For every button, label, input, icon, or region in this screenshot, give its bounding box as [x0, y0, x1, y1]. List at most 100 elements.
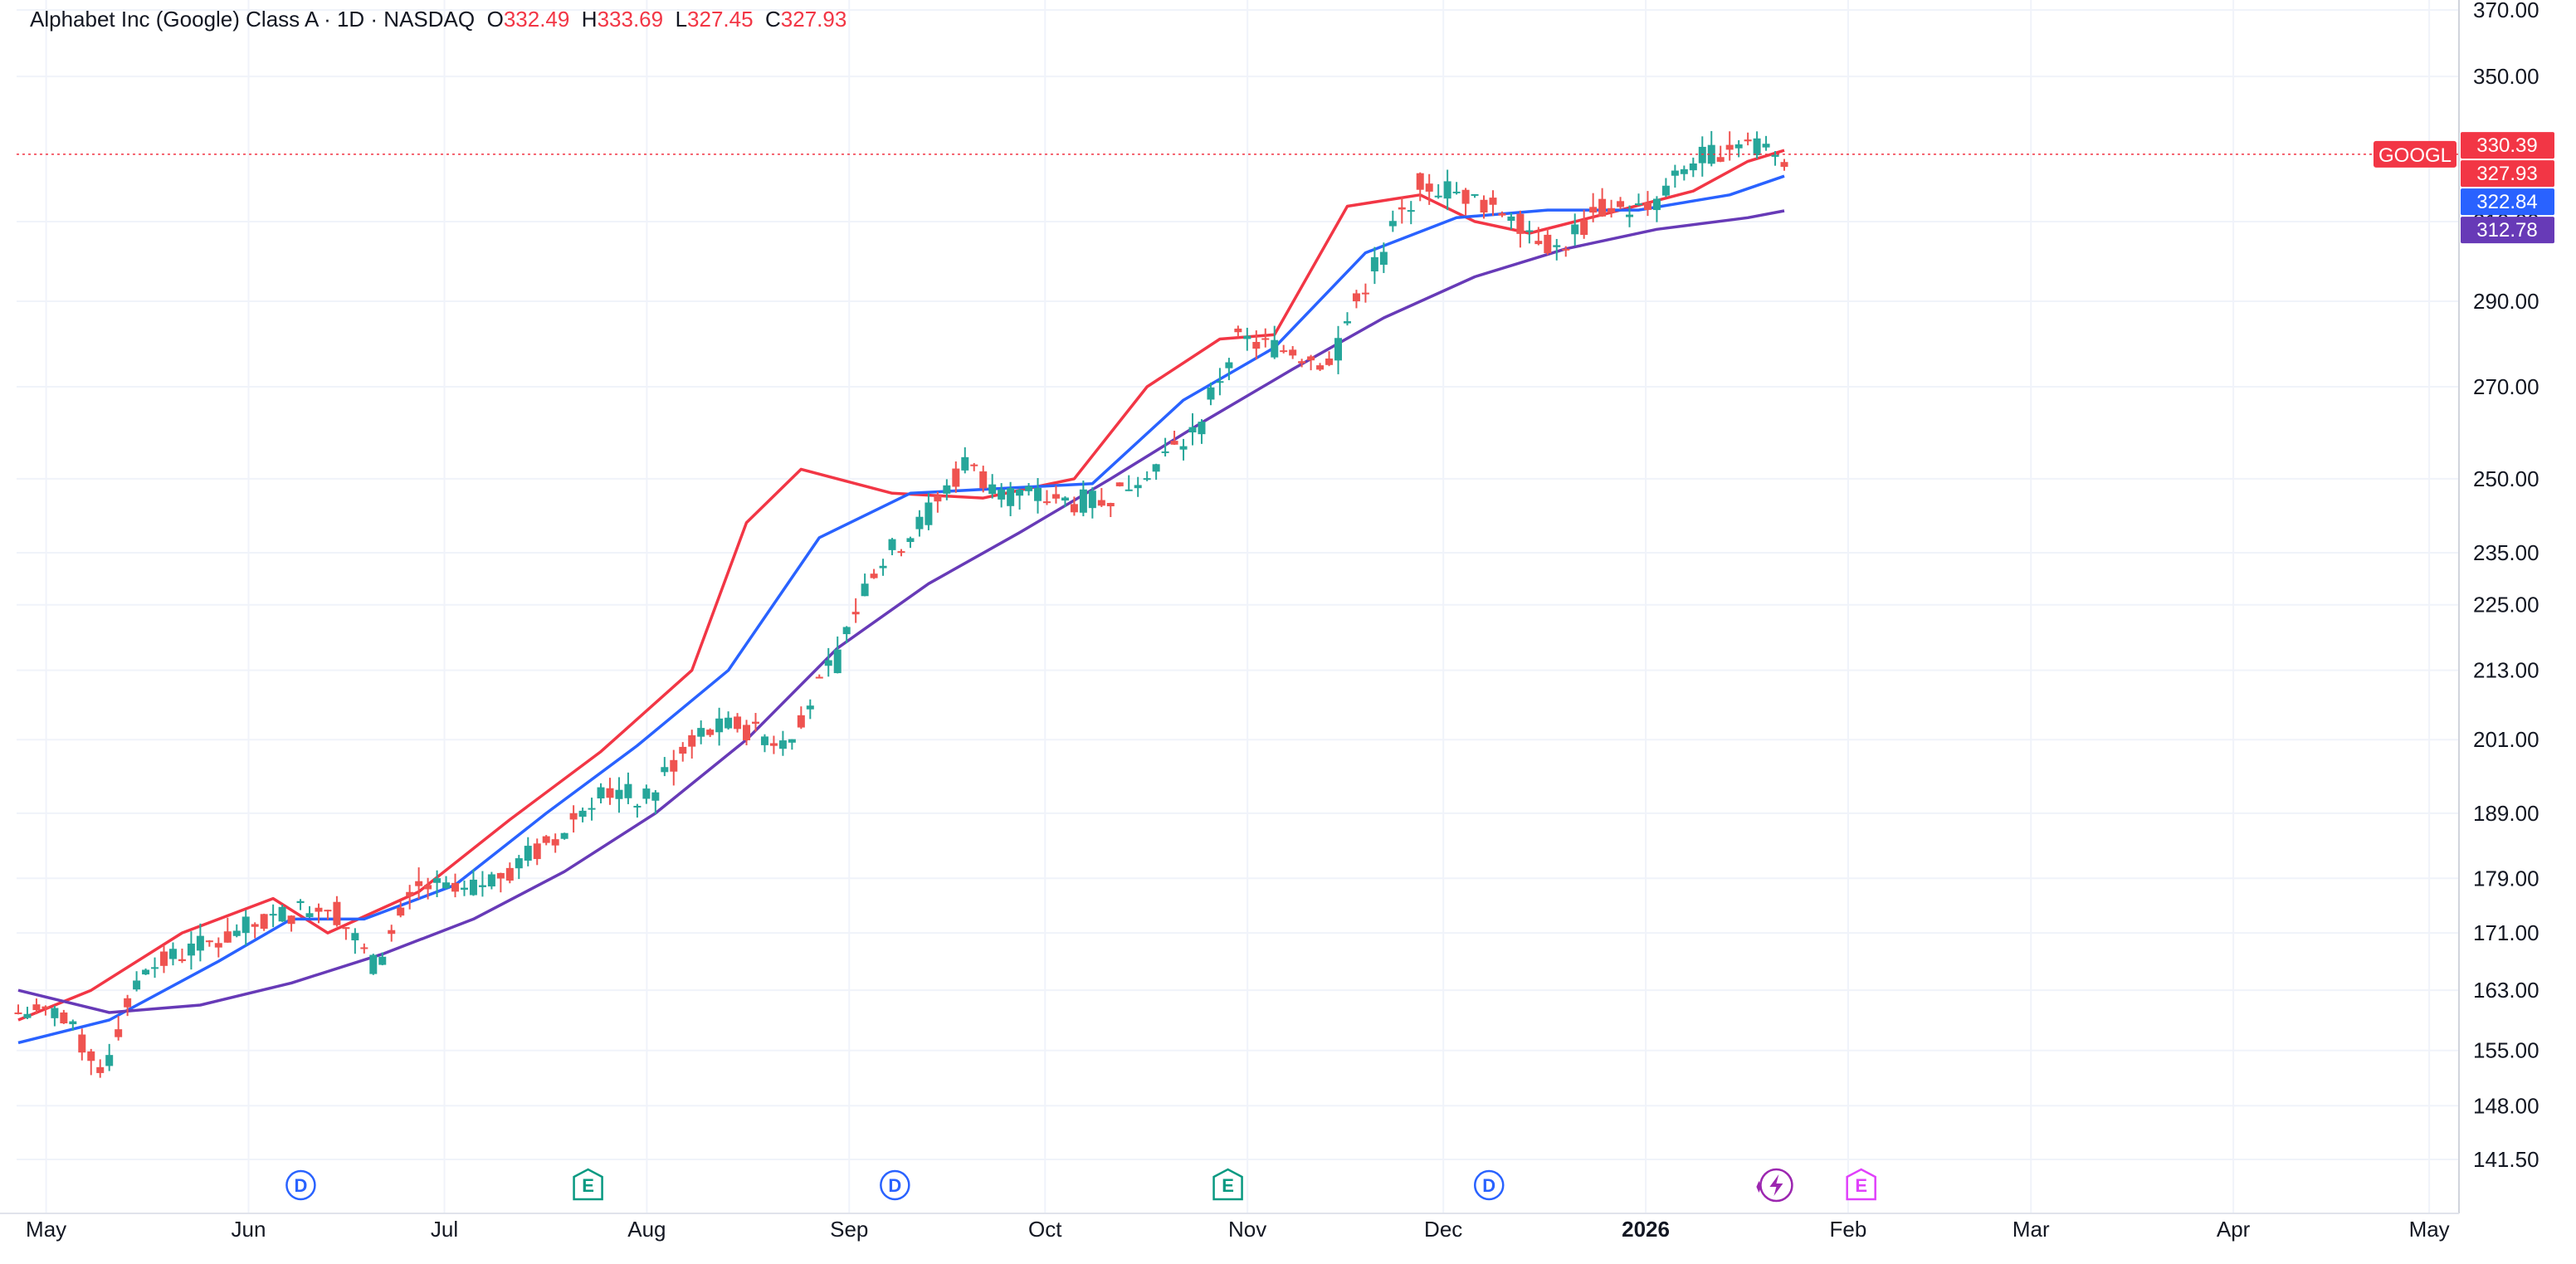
candle-body [1325, 359, 1334, 365]
dividend-event-icon[interactable]: D [880, 1169, 910, 1201]
candle-body [888, 539, 896, 550]
candle-body [41, 1006, 50, 1008]
candle-body [1716, 157, 1725, 162]
candle-body [369, 954, 378, 974]
candle-body [1598, 198, 1607, 217]
flash-event-icon[interactable] [1756, 1168, 1793, 1203]
event-badge [1846, 1168, 1876, 1201]
dividend-event-icon[interactable]: D [1474, 1169, 1505, 1201]
candle-body [1252, 342, 1261, 349]
candle-body [1234, 328, 1242, 333]
earnings-event-icon[interactable]: E [1846, 1168, 1876, 1201]
low-label: L [675, 7, 688, 32]
price-tag-badge [2461, 132, 2554, 159]
candle-body [315, 907, 323, 912]
candle-body [1534, 241, 1543, 245]
candle-body [406, 891, 414, 896]
time-tick-label: Jun [232, 1217, 266, 1242]
candle-body [378, 956, 387, 965]
candle-body [1671, 170, 1679, 176]
candle-body [897, 551, 905, 554]
candle-body [124, 998, 132, 1008]
candle-body [1025, 486, 1033, 491]
candle-body [251, 924, 259, 927]
candle-body [1626, 214, 1634, 217]
event-label: E [1855, 1175, 1867, 1196]
candle-body [1079, 489, 1087, 513]
candle-body [205, 940, 213, 943]
candle-body [442, 882, 451, 889]
candle-body [778, 740, 787, 749]
candle-body [842, 627, 851, 635]
candle-body [1106, 503, 1115, 507]
earnings-event-icon[interactable]: E [1212, 1168, 1243, 1201]
candle-body [1498, 212, 1506, 216]
candle-body [1643, 202, 1651, 210]
candle-body [769, 743, 778, 746]
candle-body [1352, 293, 1360, 302]
candle-body [724, 717, 733, 729]
event-badge [573, 1168, 603, 1201]
candle-body [1261, 338, 1270, 340]
candle-body [269, 914, 277, 916]
bolt-icon [1769, 1174, 1783, 1196]
candle-body [160, 951, 168, 966]
symbol-title[interactable]: Alphabet Inc (Google) Class A · 1D · NAS… [30, 7, 476, 32]
candle-body [1707, 144, 1715, 164]
candle-body [715, 718, 724, 733]
dividend-event-icon[interactable]: D [285, 1169, 316, 1201]
candle-body [1361, 292, 1369, 295]
candle-body [1744, 139, 1752, 142]
candle-body [1016, 489, 1024, 496]
time-tick-label: Aug [627, 1217, 666, 1242]
open-value: 332.49 [503, 7, 570, 32]
candle-body [1370, 256, 1378, 271]
candle-body [624, 783, 632, 798]
candle-body [424, 885, 432, 890]
candle-body [551, 839, 559, 846]
candle-body [1216, 381, 1224, 383]
candle-body [196, 935, 204, 951]
candle-body [1480, 199, 1488, 212]
candle-body [32, 1004, 41, 1011]
earnings-event-icon[interactable]: E [573, 1168, 603, 1201]
time-axis[interactable]: May Jun Jul Aug Sep Oct Nov Dec 2026 Feb Mar Apr May [26, 1217, 2450, 1242]
candle-body [232, 930, 241, 936]
candle-body [606, 788, 614, 798]
candle-body [1097, 500, 1105, 506]
candle-body [1134, 485, 1142, 489]
candle-body [1316, 365, 1325, 370]
price-tick-label: 370.00 [2473, 0, 2539, 22]
candle-body [1617, 201, 1625, 207]
candle-body [60, 1012, 68, 1024]
candle-body [998, 489, 1006, 500]
candle-body [988, 484, 997, 495]
candle-body [1680, 168, 1688, 174]
sparkle-icon [1756, 1181, 1762, 1193]
time-tick-label: May [26, 1217, 66, 1242]
price-tick-label: 189.00 [2473, 801, 2539, 826]
candle-body [305, 913, 314, 917]
candle-body [460, 887, 468, 891]
candle-body [278, 906, 286, 922]
candle-body [1170, 441, 1178, 445]
candle-body [1115, 482, 1124, 486]
candle-body [415, 881, 423, 886]
candle-body [1388, 221, 1397, 227]
candle-body [760, 736, 768, 745]
price-tag-badge [2461, 217, 2554, 244]
candle-body [115, 1029, 123, 1037]
candle-body [588, 808, 596, 810]
event-label: D [294, 1175, 307, 1196]
price-tick-label: 350.00 [2473, 64, 2539, 89]
time-tick-label: Mar [2013, 1217, 2050, 1242]
grid-lines [17, 0, 2459, 1213]
candle-body [505, 867, 514, 881]
candle-body [1179, 446, 1188, 450]
event-badge [880, 1169, 910, 1201]
candle-body [1608, 207, 1616, 213]
candle-body [651, 792, 660, 801]
candle-body [1652, 198, 1661, 211]
